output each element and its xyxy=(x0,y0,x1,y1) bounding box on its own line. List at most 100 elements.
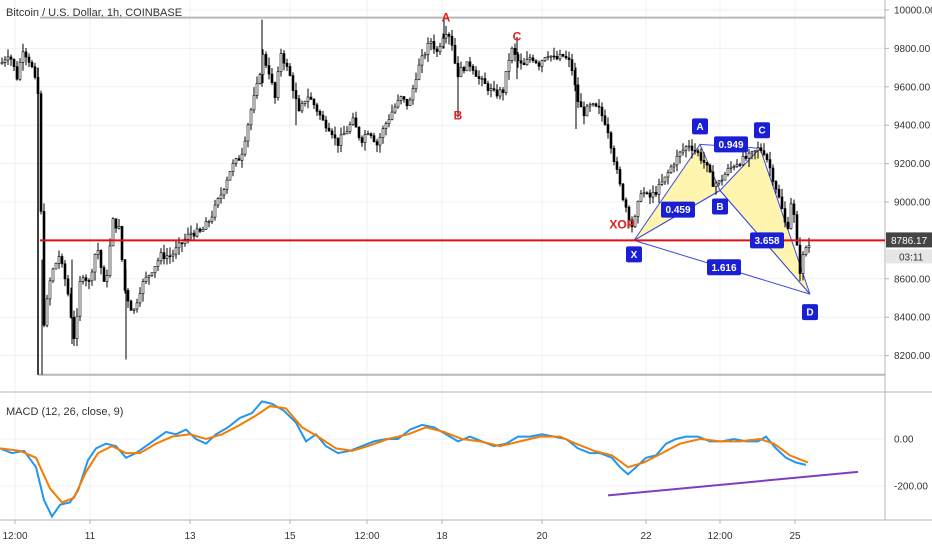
candle-body xyxy=(393,106,397,113)
candle xyxy=(21,43,25,71)
candle xyxy=(690,139,694,159)
candle xyxy=(102,265,106,282)
candle xyxy=(258,72,262,85)
candle xyxy=(39,90,43,215)
candle xyxy=(606,117,610,139)
candle-body xyxy=(789,203,793,229)
candle-body xyxy=(33,66,37,78)
candle-body xyxy=(681,149,685,153)
candle xyxy=(171,249,175,263)
candle xyxy=(135,298,139,313)
candle xyxy=(537,60,541,71)
candle-body xyxy=(585,105,589,117)
candle xyxy=(402,95,406,103)
candle-body xyxy=(264,54,268,66)
candle xyxy=(270,67,274,86)
candle xyxy=(552,47,556,60)
candle xyxy=(792,199,796,223)
candle xyxy=(591,102,595,107)
candle-body xyxy=(762,150,766,155)
candle-body xyxy=(759,147,763,151)
candle-body xyxy=(291,75,295,91)
candle-body xyxy=(651,191,655,198)
pattern-ratio: 3.658 xyxy=(750,232,784,249)
candle-body xyxy=(171,253,175,257)
candle-body xyxy=(54,263,58,270)
candle xyxy=(162,244,166,265)
candle xyxy=(207,219,211,228)
candle-body xyxy=(312,99,316,106)
xop-label: XOP xyxy=(609,217,634,231)
candle xyxy=(330,128,334,139)
candle xyxy=(312,98,316,110)
candle xyxy=(771,164,775,187)
candle xyxy=(378,133,382,153)
candle xyxy=(729,161,733,173)
candle xyxy=(12,58,16,71)
candle-body xyxy=(45,298,49,326)
candle xyxy=(747,148,751,167)
candle-body xyxy=(84,277,88,281)
price-tick-label: 9600.00 xyxy=(894,82,931,93)
candle-body xyxy=(723,173,727,181)
candle xyxy=(741,152,745,167)
candle-body xyxy=(228,171,232,181)
abc-label: C xyxy=(513,30,522,44)
candle xyxy=(132,308,136,314)
candle-body xyxy=(756,147,760,152)
candle-body xyxy=(540,60,544,67)
candle xyxy=(570,53,574,76)
candle-body xyxy=(687,145,691,148)
pattern-ratio-box xyxy=(707,259,741,276)
candle xyxy=(480,75,484,87)
candle-body xyxy=(177,242,181,249)
candle-body xyxy=(384,123,388,129)
candle-body xyxy=(465,61,469,72)
candle-body xyxy=(510,48,514,61)
candle xyxy=(141,278,145,302)
candle xyxy=(255,76,259,99)
candle-body xyxy=(60,256,64,265)
time-tick-label: 15 xyxy=(284,531,296,542)
candle xyxy=(708,163,712,174)
candle xyxy=(459,61,463,78)
candle-body xyxy=(462,67,466,72)
candle xyxy=(711,165,715,187)
macd-line xyxy=(0,400,807,519)
candle-body xyxy=(558,54,562,60)
candle xyxy=(540,59,544,73)
candle xyxy=(432,34,436,54)
candle xyxy=(60,253,64,268)
candle-body xyxy=(798,244,802,274)
pattern-point-text: X xyxy=(631,250,638,261)
candle xyxy=(489,83,493,98)
candle-body xyxy=(231,162,235,172)
candle-body xyxy=(714,182,718,187)
candle-body xyxy=(486,83,490,91)
candle xyxy=(282,50,286,71)
pattern-ratio-box xyxy=(714,136,748,153)
candle xyxy=(786,216,790,230)
candle-body xyxy=(48,280,52,300)
candle xyxy=(264,51,268,69)
candle xyxy=(321,110,325,121)
candle-body xyxy=(780,196,784,209)
candle xyxy=(675,149,679,172)
candle-body xyxy=(747,152,751,159)
candle-body xyxy=(267,65,271,75)
candle xyxy=(519,53,523,70)
candle-body xyxy=(186,233,190,240)
candle xyxy=(375,138,379,153)
candle-body xyxy=(552,55,556,58)
candle-body xyxy=(279,53,283,73)
candle-body xyxy=(306,96,310,102)
candle xyxy=(495,84,499,99)
price-tick-label: 10000.00 xyxy=(894,6,932,17)
candle-body xyxy=(417,64,421,80)
candle xyxy=(105,269,109,288)
candle xyxy=(126,287,130,308)
candle-body xyxy=(258,74,262,84)
candle xyxy=(423,51,427,60)
candle xyxy=(219,187,223,204)
candle-body xyxy=(528,57,532,60)
